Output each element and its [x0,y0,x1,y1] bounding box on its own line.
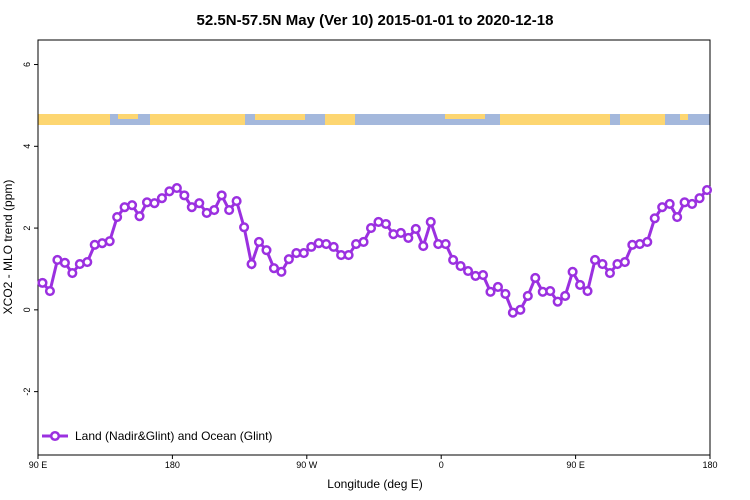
data-point [268,263,279,274]
x-tick-label: 90 E [29,460,48,470]
data-point [687,198,698,210]
data-point [134,211,145,222]
data-point [67,268,78,279]
data-point [604,268,615,279]
data-point [545,285,556,297]
data-point [239,222,250,233]
data-point [209,205,220,216]
data-point [589,254,601,266]
series-line [41,186,709,315]
data-point [552,296,563,307]
data-point [216,190,227,201]
data-point [37,277,48,288]
data-point [582,285,593,297]
x-tick-label: 90 W [296,460,318,470]
data-point [522,290,533,302]
data-point [477,270,489,281]
legend-label: Land (Nadir&Glint) and Ocean (Glint) [75,429,272,443]
data-point [575,279,586,290]
x-axis-label: Longitude (deg E) [327,477,422,491]
data-point [642,236,653,248]
data-point [619,256,630,268]
y-tick-label: 6 [22,62,32,67]
data-point [186,202,197,213]
data-point [664,198,675,210]
data-point [104,236,115,247]
data-point [343,250,354,261]
x-tick-label: 0 [439,460,444,470]
legend-swatch-point [49,430,61,442]
data-point [127,200,138,211]
data-point [306,241,317,252]
data-point [82,256,93,268]
data-point [156,193,167,204]
data-point [567,266,578,277]
x-tick-label: 180 [165,460,180,470]
data-point [597,259,608,270]
data-point [380,218,391,230]
data-point [179,190,190,201]
chart-title: 52.5N-57.5N May (Ver 10) 2015-01-01 to 2… [197,12,554,29]
data-point [530,272,541,284]
data-point [395,227,406,239]
data-point [112,211,123,223]
x-tick-label: 180 [702,460,717,470]
data-point [560,290,571,302]
x-tick-label: 90 E [566,460,585,470]
data-point [492,281,503,293]
data-point [59,257,70,268]
data-point [463,265,474,277]
data-point [246,259,257,270]
y-tick-label: -2 [22,388,32,396]
data-point [403,232,414,243]
y-axis-label: XCO2 - MLO trend (ppm) [1,180,15,315]
data-point [694,193,705,204]
data-point [231,196,242,207]
data-point [425,216,436,227]
data-point [418,241,429,252]
data-point [440,238,451,250]
data-point [224,205,235,216]
data-point [261,245,272,256]
data-point [328,241,339,252]
data-point [649,213,660,224]
data-point [515,304,526,315]
data-point [298,247,309,259]
plot-frame [37,39,711,456]
data-point [701,185,713,196]
data-point [365,223,377,234]
data-point [194,198,205,209]
y-tick-label: 4 [22,144,32,149]
data-point [283,254,294,265]
data-point [171,182,182,194]
data-point [485,286,496,297]
data-point [358,236,369,248]
data-point [500,288,511,299]
data-point [276,266,287,277]
data-point [410,223,421,234]
data-point [672,211,683,223]
data-point [455,261,466,272]
data-point [253,236,265,248]
land-ocean-strip [38,114,710,125]
y-tick-label: 2 [22,226,32,231]
data-point [448,254,459,266]
data-point [149,198,160,209]
data-point [44,285,55,297]
y-tick-label: 0 [22,307,32,312]
